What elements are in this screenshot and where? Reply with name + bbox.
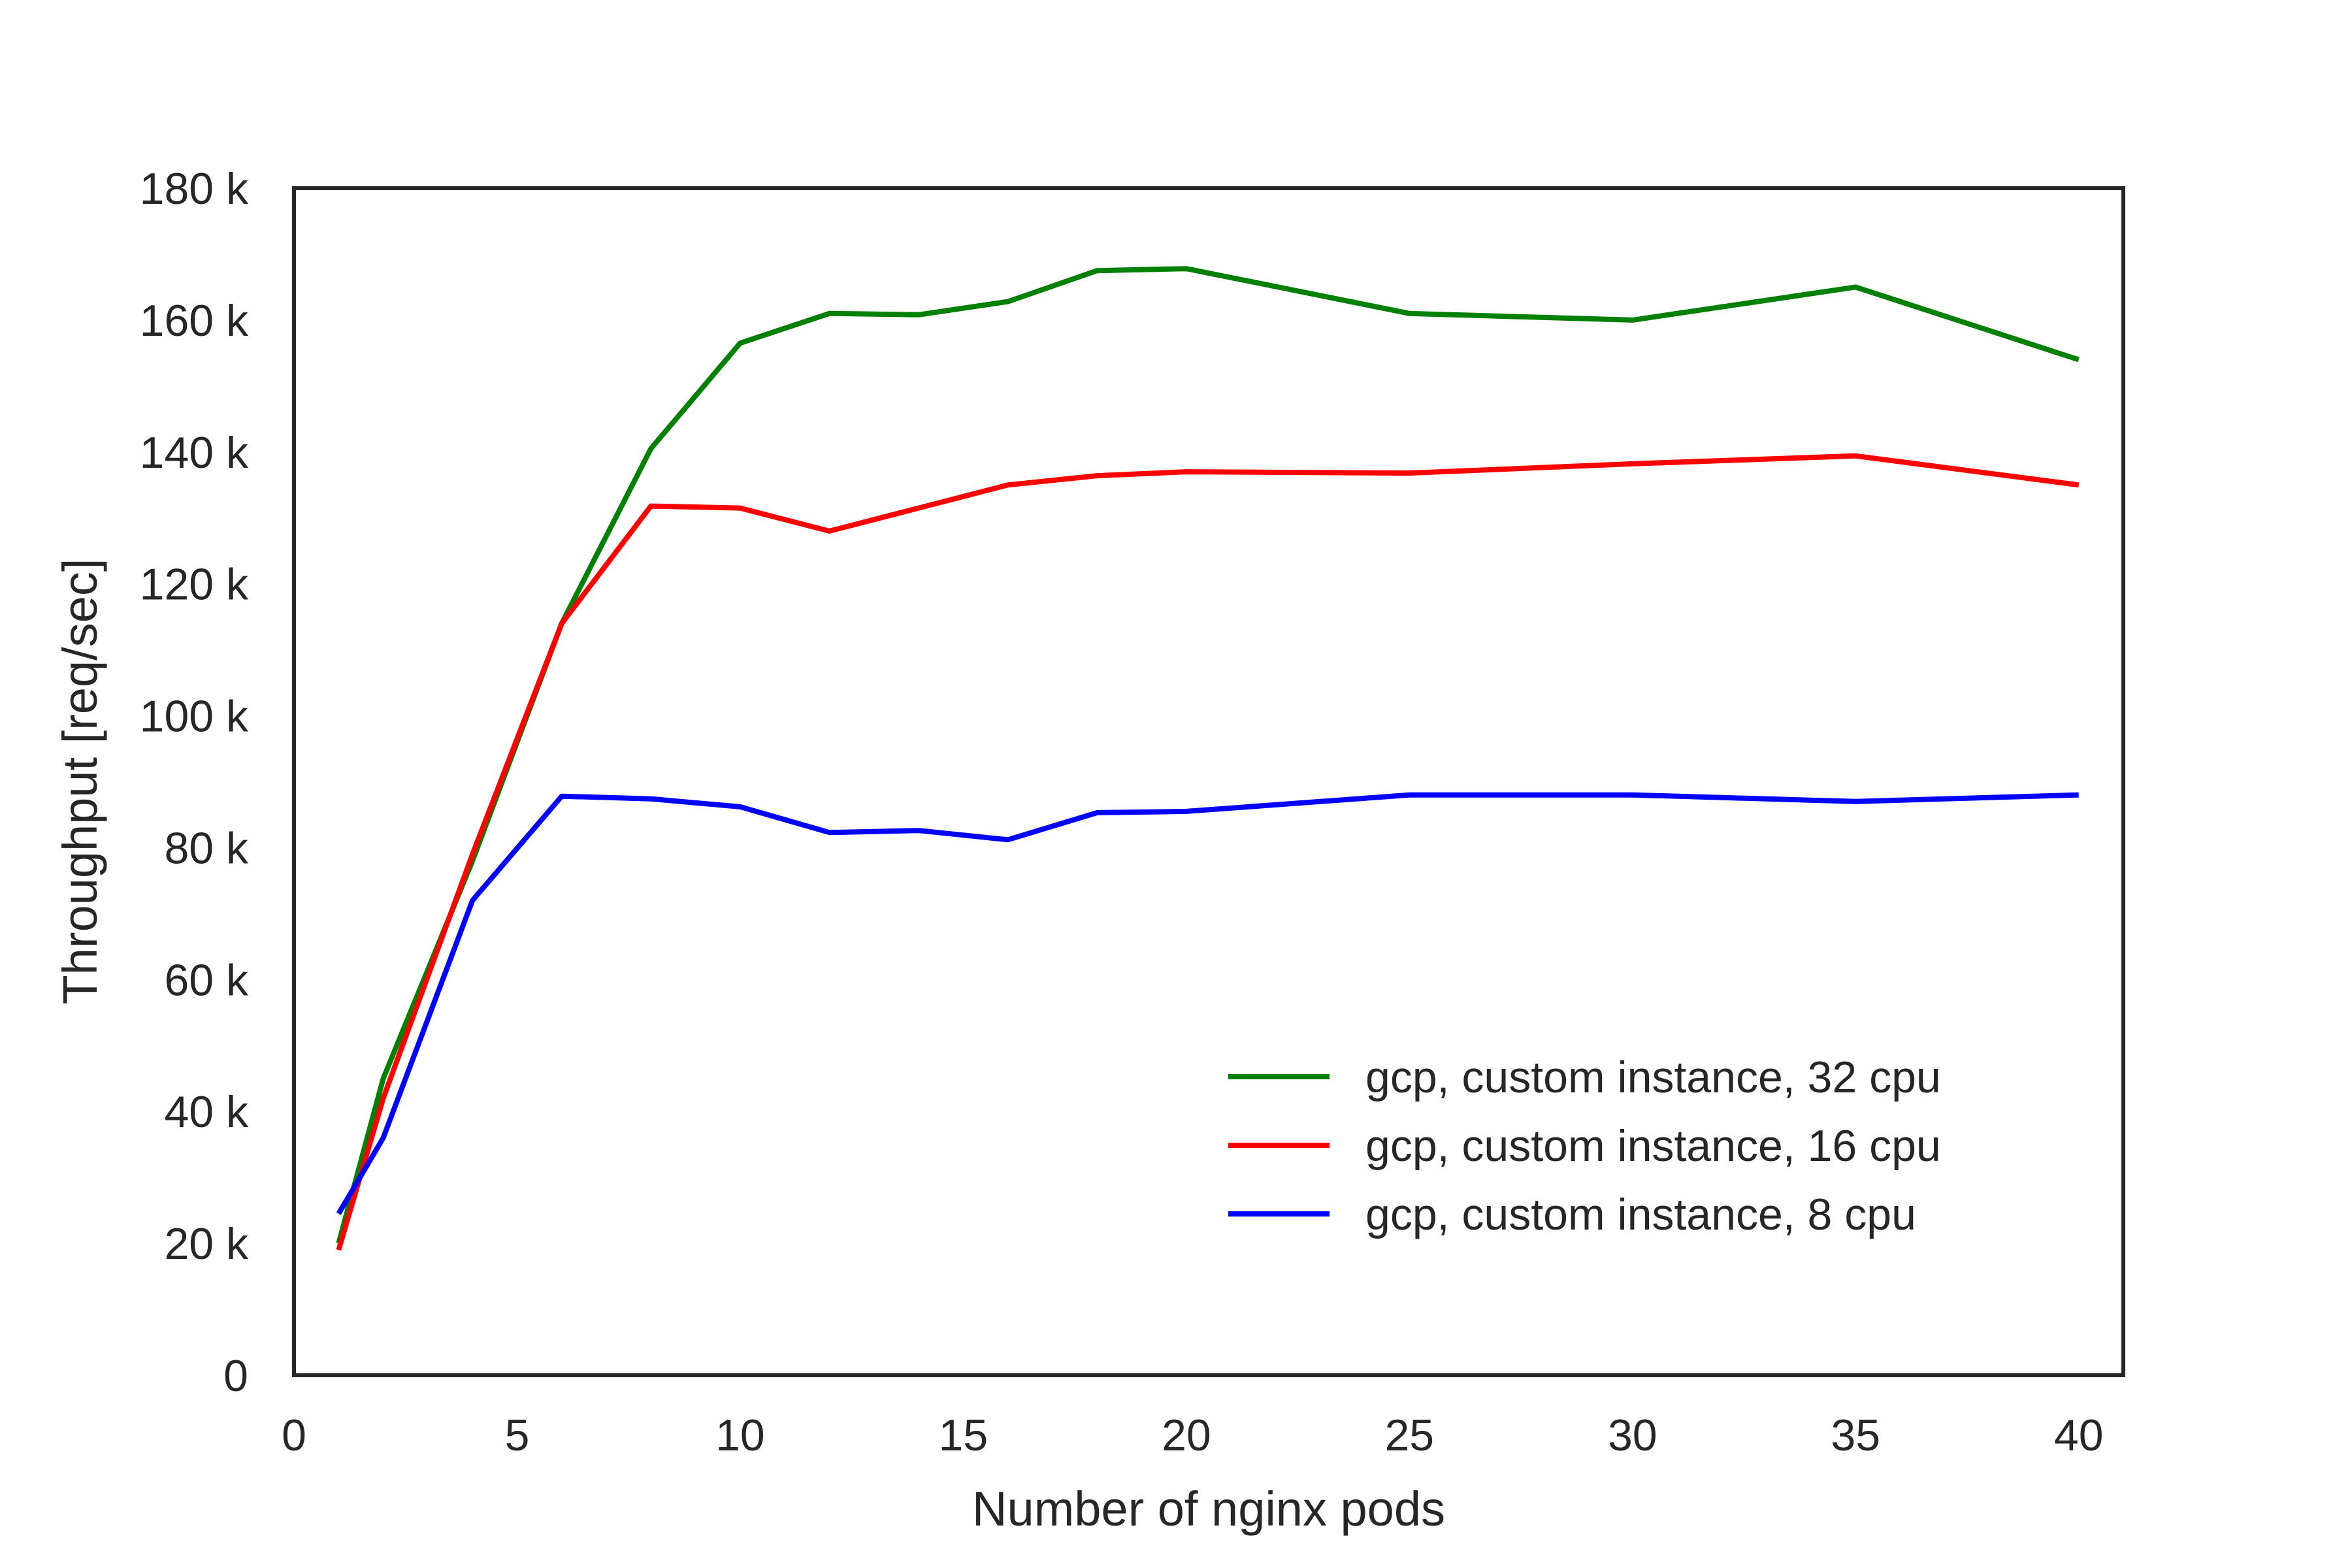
plot-area-frame	[292, 186, 2125, 1377]
x-axis-title: Number of nginx pods	[972, 1482, 1445, 1536]
y-tick-label: 60 k	[164, 955, 249, 1005]
x-tick-label: 5	[505, 1411, 530, 1460]
x-tick-label: 30	[1608, 1411, 1658, 1460]
x-tick-label: 10	[715, 1411, 765, 1460]
y-axis-title: Throughput [req/sec]	[53, 559, 107, 1005]
y-tick-label: 160 k	[140, 296, 249, 346]
x-tick-label: 0	[282, 1411, 306, 1460]
x-tick-label: 35	[1831, 1411, 1880, 1460]
legend-label-1: gcp, custom instance, 32 cpu	[1365, 1053, 1941, 1102]
x-tick-label: 20	[1162, 1411, 1211, 1460]
y-tick-label: 20 k	[164, 1219, 249, 1269]
series-line-3	[336, 792, 2079, 1215]
x-tick-label: 15	[939, 1411, 988, 1460]
legend-label-3: gcp, custom instance, 8 cpu	[1365, 1190, 1916, 1239]
y-tick-label: 120 k	[140, 560, 249, 610]
legend: gcp, custom instance, 32 cpu gcp, custom …	[1228, 1053, 1941, 1239]
y-tick-label: 100 k	[140, 692, 249, 742]
x-axis-ticks: 0 5 10 15 20 25 30 35 40	[282, 1411, 2103, 1460]
x-tick-label: 40	[2054, 1411, 2104, 1460]
series-line-2	[336, 453, 2080, 1251]
x-tick-label: 25	[1384, 1411, 1434, 1460]
y-tick-label: 0	[223, 1351, 248, 1401]
series-layer	[336, 266, 2080, 1251]
y-tick-label: 80 k	[164, 823, 249, 873]
y-tick-label: 140 k	[140, 428, 249, 478]
y-axis-ticks: 0 20 k 40 k 60 k 80 k 100 k 120 k 140 k 160 k 180…	[140, 164, 249, 1401]
legend-label-2: gcp, custom instance, 16 cpu	[1365, 1121, 1941, 1171]
y-tick-label: 180 k	[140, 164, 249, 214]
y-tick-label: 40 k	[164, 1087, 249, 1137]
